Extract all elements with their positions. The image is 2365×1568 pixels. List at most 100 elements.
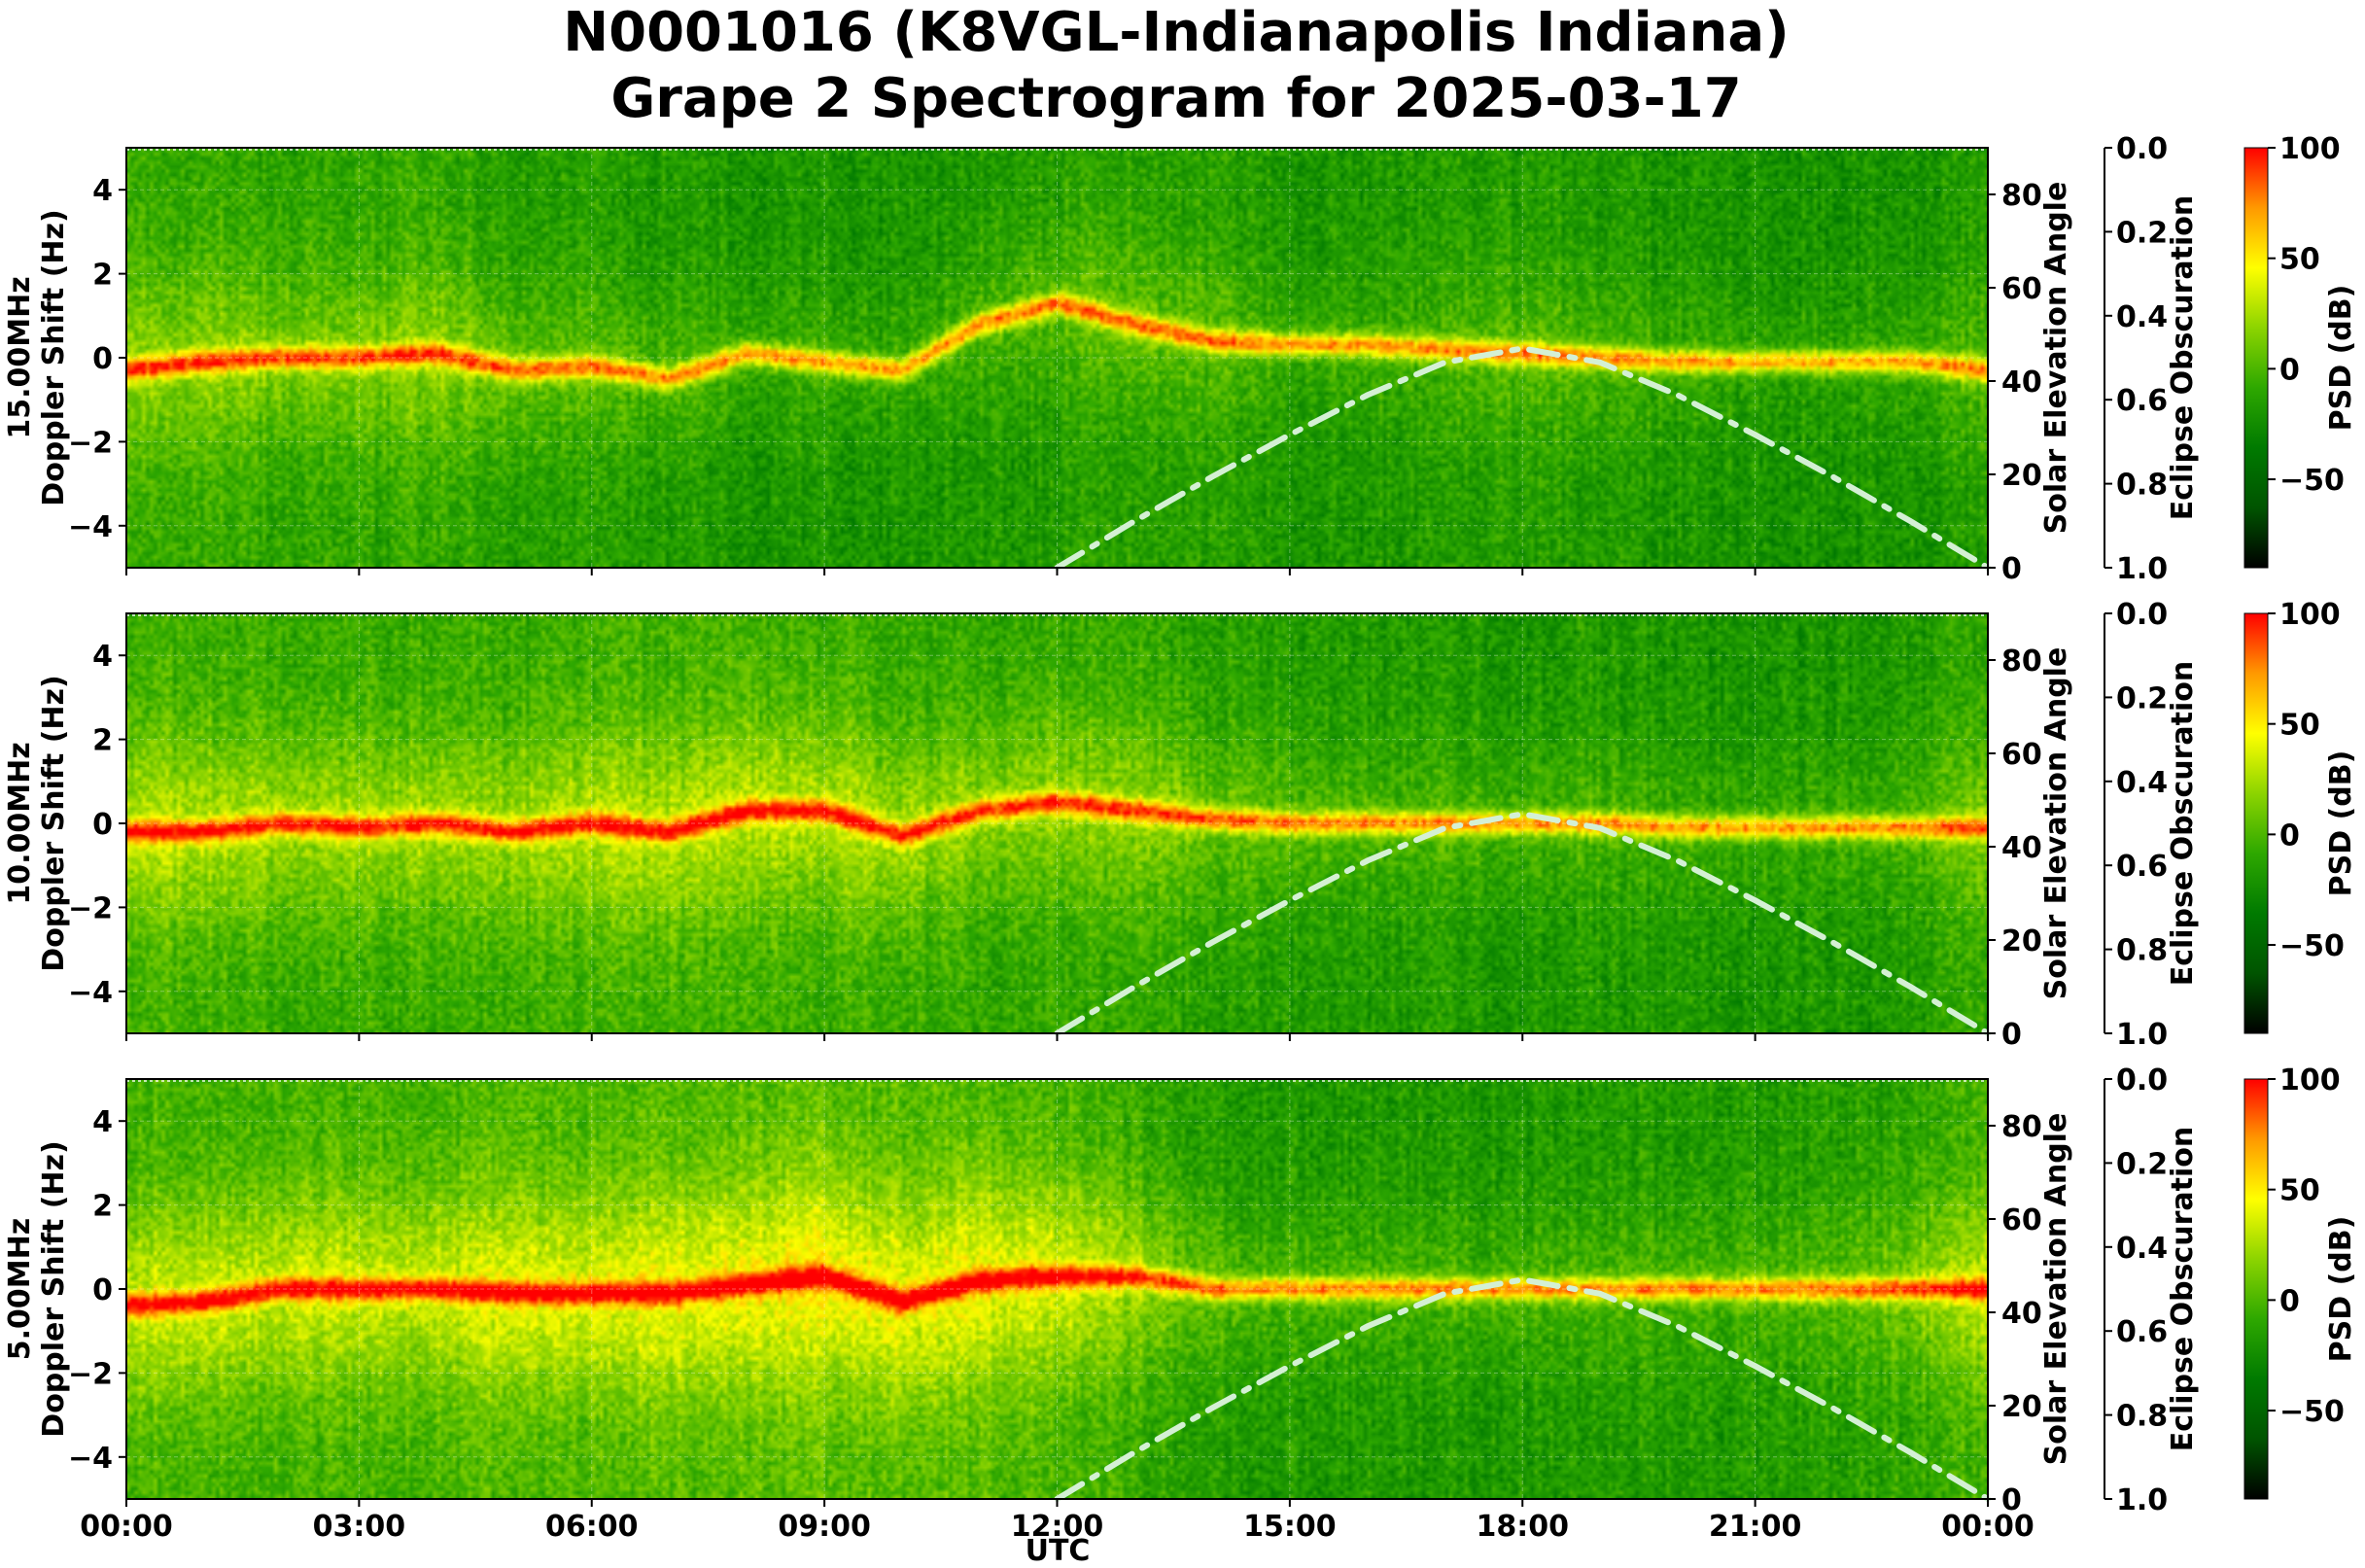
elev-tick-label: 80: [2001, 1110, 2042, 1144]
elev-tick-label: 20: [2001, 459, 2042, 493]
colorbar-tick-label: −50: [2279, 1395, 2345, 1429]
figure-title-line2: Grape 2 Spectrogram for 2025-03-17: [610, 67, 1741, 130]
colorbar-tick-label: 50: [2279, 243, 2320, 277]
eclipse-axis-label: Eclipse Obscuration: [2166, 1127, 2200, 1452]
elev-tick-label: 40: [2001, 1297, 2042, 1331]
solar-elevation-line: [1054, 345, 1991, 571]
eclipse-tick-label: 0.0: [2116, 1063, 2168, 1098]
eclipse-tick-label: 0.2: [2116, 1147, 2168, 1181]
y-tick-label: −2: [68, 426, 113, 460]
y-tick-label: 2: [92, 1190, 113, 1224]
x-tick-label: 00:00: [1941, 1510, 2035, 1544]
eclipse-tick-label: 0.6: [2116, 1315, 2168, 1349]
colorbar: [2243, 612, 2269, 1034]
solar-elevation-line: [1054, 811, 1991, 1036]
y-tick-label: 4: [92, 174, 113, 208]
panel-5.00MHz: −4 −2 0 2 4 5.00MHz Doppler Shift (Hz) 0 20 40 60 8…: [3, 1063, 2358, 1544]
eclipse-axis-label: Eclipse Obscuration: [2166, 195, 2200, 521]
eclipse-tick-label: 0.2: [2116, 681, 2168, 715]
y-tick-label: −2: [68, 891, 113, 925]
colorbar-tick-label: 0: [2279, 353, 2300, 387]
elev-tick-label: 20: [2001, 924, 2042, 958]
y-axis-label-freq: 5.00MHz: [3, 1218, 37, 1360]
y-tick-label: 0: [92, 808, 113, 842]
y-axis-label-freq: 15.00MHz: [3, 276, 37, 438]
spectrogram-5.00MHz: [126, 1079, 1988, 1499]
y-tick-label: −4: [68, 976, 113, 1010]
y-tick-label: −4: [68, 1442, 113, 1476]
y-axis-label-freq: 10.00MHz: [3, 742, 37, 904]
eclipse-tick-label: 0.4: [2116, 1232, 2168, 1266]
colorbar-label: PSD (dB): [2324, 285, 2358, 432]
spectrogram-10.00MHz: [126, 613, 1988, 1033]
spectrogram-15.00MHz: [126, 148, 1988, 568]
eclipse-tick-label: 0.6: [2116, 850, 2168, 884]
eclipse-tick-label: 0.8: [2116, 469, 2168, 503]
eclipse-tick-label: 0.8: [2116, 1400, 2168, 1434]
panel-10.00MHz: −4 −2 0 2 4 10.00MHz Doppler Shift (Hz) 0 20 40 60…: [3, 598, 2358, 1052]
y-axis-label: Doppler Shift (Hz): [37, 1140, 71, 1437]
colorbar-tick-label: 0: [2279, 819, 2300, 853]
panel-15.00MHz: −4 −2 0 2 4 15.00MHz Doppler Shift (Hz) 0 20 40 60…: [3, 132, 2358, 586]
eclipse-tick-label: 0.6: [2116, 384, 2168, 418]
elev-tick-label: 60: [2001, 1203, 2042, 1237]
colorbar-label: PSD (dB): [2324, 1216, 2358, 1363]
x-axis-label: UTC: [1026, 1534, 1091, 1568]
colorbar-tick-label: 100: [2279, 598, 2341, 632]
eclipse-tick-label: 0.4: [2116, 300, 2168, 334]
y-axis-label: Doppler Shift (Hz): [37, 675, 71, 971]
colorbar-tick-label: −50: [2279, 464, 2345, 498]
x-tick-label: 21:00: [1709, 1510, 1802, 1544]
y-tick-label: 4: [92, 640, 113, 674]
x-tick-label: 18:00: [1477, 1510, 1570, 1544]
y-tick-label: 4: [92, 1105, 113, 1139]
y-tick-label: −4: [68, 510, 113, 544]
elev-tick-label: 40: [2001, 831, 2042, 865]
x-tick-label: 12:00: [1011, 1510, 1104, 1544]
y-tick-label: 0: [92, 342, 113, 376]
elev-tick-label: 80: [2001, 645, 2042, 679]
solar-elevation-axis-label: Solar Elevation Angle: [2039, 647, 2073, 1000]
eclipse-tick-label: 0.0: [2116, 132, 2168, 166]
elev-tick-label: 80: [2001, 179, 2042, 213]
solar-elevation-line: [1054, 1276, 1991, 1502]
eclipse-tick-label: 1.0: [2116, 1018, 2168, 1052]
x-tick-label: 15:00: [1243, 1510, 1337, 1544]
eclipse-axis-label: Eclipse Obscuration: [2166, 661, 2200, 987]
colorbar-label: PSD (dB): [2324, 750, 2358, 897]
colorbar-tick-label: 50: [2279, 709, 2320, 743]
colorbar-tick-label: 100: [2279, 1063, 2341, 1098]
y-tick-label: 2: [92, 259, 113, 293]
solar-elevation-axis-label: Solar Elevation Angle: [2039, 182, 2073, 535]
colorbar-tick-label: 0: [2279, 1284, 2300, 1318]
eclipse-tick-label: 1.0: [2116, 552, 2168, 586]
elev-tick-label: 60: [2001, 272, 2042, 306]
eclipse-tick-label: 0.2: [2116, 216, 2168, 250]
colorbar-tick-label: −50: [2279, 929, 2345, 963]
elev-tick-label: 0: [2001, 552, 2022, 586]
colorbar: [2243, 147, 2269, 569]
figure-title-line1: N0001016 (K8VGL-Indianapolis Indiana): [563, 1, 1790, 64]
x-tick-label: 00:00: [80, 1510, 173, 1544]
colorbar: [2243, 1078, 2269, 1500]
x-tick-label: 03:00: [313, 1510, 406, 1544]
elev-tick-label: 40: [2001, 366, 2042, 400]
eclipse-tick-label: 0.0: [2116, 598, 2168, 632]
colorbar-tick-label: 100: [2279, 132, 2341, 166]
elev-tick-label: 0: [2001, 1483, 2022, 1517]
eclipse-tick-label: 0.4: [2116, 766, 2168, 800]
y-tick-label: 2: [92, 724, 113, 758]
elev-tick-label: 60: [2001, 738, 2042, 772]
x-tick-label: 06:00: [545, 1510, 639, 1544]
x-tick-label: 09:00: [778, 1510, 871, 1544]
elev-tick-label: 0: [2001, 1018, 2022, 1052]
eclipse-tick-label: 1.0: [2116, 1483, 2168, 1517]
solar-elevation-axis-label: Solar Elevation Angle: [2039, 1113, 2073, 1466]
colorbar-tick-label: 50: [2279, 1174, 2320, 1208]
eclipse-tick-label: 0.8: [2116, 934, 2168, 968]
y-axis-label: Doppler Shift (Hz): [37, 209, 71, 505]
y-tick-label: −2: [68, 1357, 113, 1391]
y-tick-label: 0: [92, 1273, 113, 1307]
